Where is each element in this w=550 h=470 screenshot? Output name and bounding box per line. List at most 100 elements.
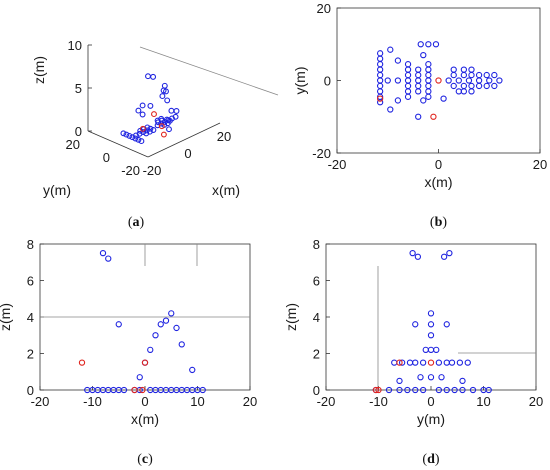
blue-point (132, 135, 139, 142)
blue-point (404, 88, 412, 95)
blue-point (415, 66, 422, 73)
blue-point (135, 136, 142, 143)
blue-point (425, 41, 432, 48)
blue-point (172, 113, 179, 120)
blue-point (483, 82, 490, 90)
blue-point (126, 132, 133, 139)
blue-point (164, 97, 171, 104)
x-tick-label: 10 (190, 394, 204, 409)
blue-point (115, 321, 122, 328)
blue-point (450, 71, 457, 79)
blue-point (138, 138, 145, 145)
blue-point (398, 359, 406, 366)
blue-point (152, 332, 159, 339)
blue-point (446, 249, 453, 257)
blue-point (404, 386, 411, 394)
blue-point (425, 66, 432, 73)
y-tick-label: -20 (121, 163, 140, 178)
blue-point (376, 50, 384, 57)
blue-point (173, 108, 180, 114)
x-tick-label: 0 (141, 394, 148, 409)
z-axis-label: z(m) (31, 56, 47, 84)
y-tick-label: 0 (103, 150, 110, 165)
blue-point (460, 88, 468, 95)
blue-point (412, 359, 419, 366)
blue-point (419, 359, 427, 366)
blue-point (168, 310, 175, 317)
x-axis-label: x(m) (131, 411, 159, 427)
red-point (435, 77, 442, 84)
x-axis-label: y(m) (417, 411, 445, 427)
red-point (139, 125, 146, 132)
blue-point (105, 255, 112, 262)
blue-point (391, 359, 398, 366)
blue-point (147, 346, 154, 353)
blue-point (135, 107, 142, 114)
blue-point (161, 82, 168, 89)
x-tick-label: -20 (143, 163, 162, 178)
x-tick-label: 20 (217, 129, 231, 144)
blue-point (450, 66, 457, 73)
z-tick-label: 0 (75, 124, 82, 139)
red-point (78, 359, 86, 366)
y-tick-label: 6 (27, 274, 34, 289)
y-tick-label: 4 (27, 310, 34, 325)
red-point (141, 359, 149, 366)
blue-point (427, 321, 435, 328)
blue-point (394, 97, 402, 104)
red-point (158, 123, 165, 130)
blue-point (417, 374, 424, 381)
blue-point (419, 386, 427, 394)
y-tick-label: 4 (313, 310, 320, 325)
blue-point (443, 321, 450, 328)
blue-point (412, 386, 419, 394)
plot-frame (325, 243, 537, 391)
blue-point (166, 126, 172, 133)
x-tick-label: 20 (533, 157, 547, 172)
blue-point (396, 386, 403, 394)
y-tick-label: 20 (66, 137, 80, 152)
blue-point (173, 324, 180, 332)
red-point (427, 359, 435, 366)
blue-point (491, 82, 498, 90)
blue-point (189, 366, 196, 374)
blue-point (435, 386, 443, 394)
blue-point (404, 82, 412, 90)
blue-point (486, 77, 493, 84)
blue-point (417, 41, 424, 48)
blue-point (150, 127, 157, 133)
blue-point (406, 359, 414, 366)
blue-point (445, 77, 452, 84)
blue-point (427, 310, 435, 317)
blue-point (455, 77, 462, 84)
blue-point (168, 107, 175, 114)
blue-point (150, 73, 157, 80)
x-tick-label: -20 (317, 394, 336, 409)
blue-point (468, 66, 475, 73)
x-tick-label: 0 (184, 146, 191, 161)
blue-point (178, 341, 185, 348)
y-tick-label: -20 (312, 146, 331, 161)
red-point (151, 111, 157, 118)
blue-point (443, 359, 450, 366)
x-axis-label: x(m) (425, 174, 453, 190)
red-point (131, 386, 138, 394)
blue-point (166, 117, 173, 124)
x-tick-label: 20 (243, 394, 257, 409)
red-point (430, 113, 437, 120)
blue-point (163, 116, 170, 123)
blue-point (414, 253, 422, 260)
blue-point (491, 71, 498, 79)
blue-point (376, 82, 384, 90)
blue-point (394, 77, 402, 84)
blue-point (404, 61, 412, 68)
y-tick-label: 20 (317, 1, 331, 16)
x-tick-label: -10 (369, 394, 388, 409)
red-point (376, 95, 384, 102)
blue-point (483, 71, 490, 79)
panel-label: (c) (137, 452, 153, 467)
blue-point (427, 346, 435, 353)
y-tick-label: 0 (27, 383, 34, 398)
y-tick-label: 6 (313, 274, 320, 289)
